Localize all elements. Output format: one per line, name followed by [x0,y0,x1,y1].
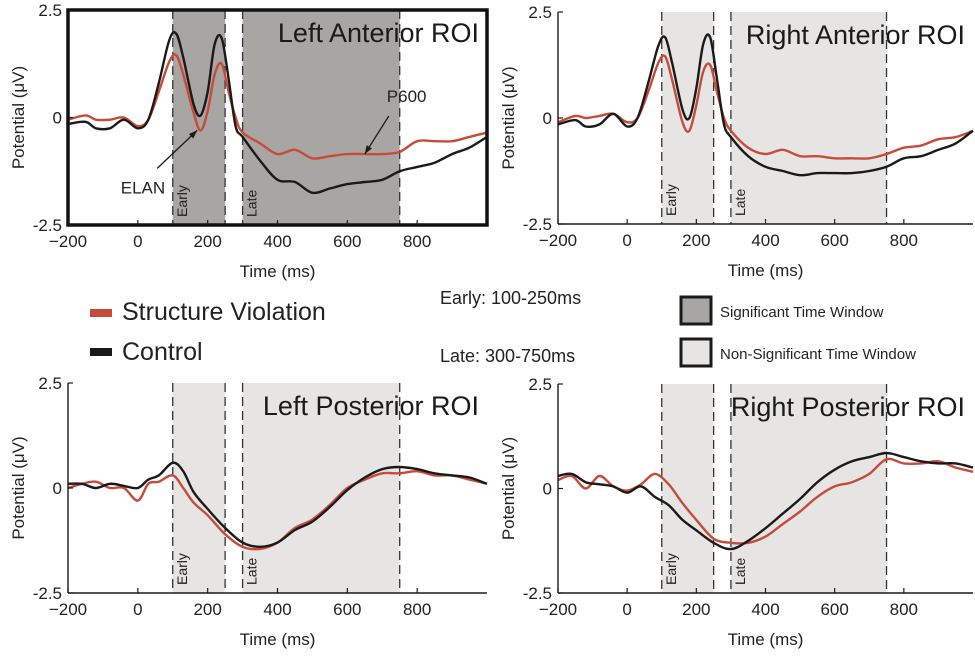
x-tick-label: 600 [820,600,848,619]
panel-title: Right Posterior ROI [731,392,965,422]
y-axis-label: Potential (μV) [9,66,28,169]
x-tick-label: 800 [403,600,431,619]
panel-title: Left Anterior ROI [278,18,479,48]
x-tick-label: 400 [263,600,291,619]
x-tick-label: 200 [682,231,710,250]
panel-1: Early Late Left Anterior ROI −200 0 200 400 600… [9,1,489,281]
annotation-arrowhead [188,130,198,139]
annotation-arrowhead [364,145,372,155]
x-tick-label: −200 [49,600,87,619]
y-tick-label: 0 [53,479,62,498]
panel-title: Left Posterior ROI [263,391,479,421]
x-tick-label: 0 [133,232,142,251]
legend-swatch-significant [679,295,713,326]
x-tick-label: 800 [890,600,918,619]
x-tick-label: 800 [403,232,431,251]
time-window-early [172,383,226,593]
window-label-early: Early [663,184,679,216]
x-tick-label: 0 [133,600,142,619]
time-window-late [242,10,400,225]
x-axis-label: Time (ms) [240,630,316,649]
x-tick-label: 400 [751,600,779,619]
window-label-early: Early [174,553,190,585]
x-tick-label: −200 [539,231,577,250]
annotation-elan: ELAN [121,129,198,197]
x-tick-label: 200 [193,600,221,619]
y-tick-label: 0 [53,109,62,128]
series-line-structure-violation [67,469,488,551]
panel-2: Early Late Right Anterior ROI −200 0 200 400 60… [499,3,974,280]
window-label-late: Late [244,190,260,217]
series-line-control [67,31,488,195]
y-axis-label: Potential (μV) [499,66,518,169]
legend-label-significant: Significant Time Window [720,304,884,321]
x-tick-label: 600 [333,600,361,619]
legend-swatch-control [90,348,112,356]
annotation-label: P600 [387,87,427,106]
legend-label-structure-violation: Structure Violation [122,298,326,326]
window-label-late: Late [732,189,748,216]
x-tick-label: 600 [333,232,361,251]
x-axis-label: Time (ms) [240,262,316,281]
y-tick-label: 0 [543,109,552,128]
window-label-late: Late [732,558,748,585]
window-label-early: Early [174,185,190,217]
x-axis-label: Time (ms) [728,261,804,280]
y-tick-label: 2.5 [38,1,62,20]
annotation-p600: P600 [364,87,427,155]
y-tick-label: 2.5 [38,374,62,393]
y-tick-label: -2.5 [33,584,62,603]
legend-label-control: Control [122,338,203,366]
panel-4: Early Late Right Posterior ROI −200 0 200 400 6… [499,375,974,649]
annotation-arrow-line [156,129,198,169]
x-tick-label: −200 [49,232,87,251]
y-tick-label: -2.5 [523,584,552,603]
x-tick-label: 800 [890,231,918,250]
panel-3: Early Late Left Posterior ROI −200 0 200 400 60… [9,374,488,649]
y-tick-label: -2.5 [523,215,552,234]
y-tick-label: -2.5 [33,216,62,235]
x-tick-label: 600 [820,231,848,250]
x-tick-label: 400 [263,232,291,251]
legend-late-range: Late: 300-750ms [440,346,575,366]
time-window-early [661,384,714,593]
x-tick-label: 200 [193,232,221,251]
legend: Structure Violation Control Early: 100-2… [90,288,916,368]
x-axis-label: Time (ms) [728,630,804,649]
series-line-control [557,33,974,177]
y-tick-label: 0 [543,480,552,499]
legend-swatch-nonsignificant [679,337,713,368]
series-line-structure-violation [67,53,488,160]
panel-title: Right Anterior ROI [746,20,965,50]
legend-label-nonsignificant: Non-Significant Time Window [720,346,916,363]
window-label-early: Early [663,553,679,585]
time-window-late [730,384,887,593]
x-tick-label: 200 [682,600,710,619]
x-tick-label: 0 [622,600,631,619]
annotation-label: ELAN [121,178,165,197]
window-label-late: Late [244,558,260,585]
time-window-early [661,12,714,224]
series-line-structure-violation [557,54,974,160]
x-tick-label: 400 [751,231,779,250]
x-tick-label: −200 [539,600,577,619]
series-line-control [67,461,488,548]
y-tick-label: 2.5 [528,375,552,394]
legend-early-range: Early: 100-250ms [440,288,581,308]
legend-swatch-structure-violation [90,309,112,317]
time-window-late [242,383,400,593]
time-window-late [730,12,887,224]
y-axis-label: Potential (μV) [499,437,518,540]
roi-panels: Early Late Left Anterior ROI −200 0 200 400 600… [9,1,974,649]
y-axis-label: Potential (μV) [9,436,28,539]
series-line-control [557,451,974,551]
x-tick-label: 0 [622,231,631,250]
y-tick-label: 2.5 [528,3,552,22]
